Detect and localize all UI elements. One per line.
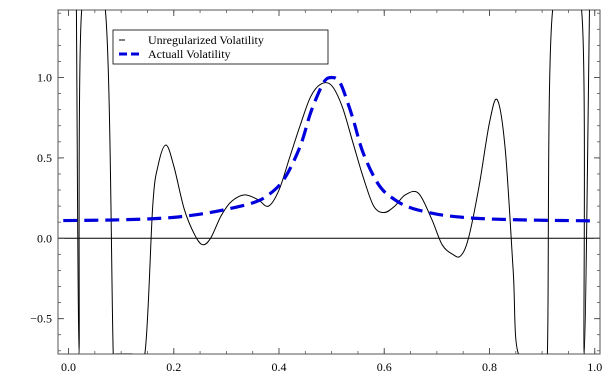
x-tick-label: 0.0: [61, 360, 76, 374]
y-tick-label: 0.5: [37, 151, 52, 165]
y-tick-label: 1.0: [37, 71, 52, 85]
legend-label: Actuall Volatility: [148, 47, 231, 61]
plot-border: [57, 9, 601, 355]
x-tick-label: 0.4: [272, 360, 287, 374]
x-tick-label: 0.2: [166, 360, 181, 374]
legend-box: [112, 29, 329, 65]
legend-label: Unregularized Volatility: [148, 33, 264, 47]
plot-frame: [57, 9, 601, 355]
y-tick-label: 0.0: [37, 231, 52, 245]
unregularized-volatility-line: [75, 10, 590, 354]
x-tick-label: 0.8: [482, 360, 497, 374]
actual-volatility-line: [63, 75, 595, 223]
x-axis: 0.0 0.2 0.4 0.6 0.8 1.0: [61, 10, 602, 374]
x-tick-label: 1.0: [587, 360, 602, 374]
series-layer: [63, 10, 595, 354]
y-axis: −0.5 0.0 0.5 1.0: [30, 12, 600, 352]
x-tick-label: 0.6: [377, 360, 392, 374]
y-tick-label: −0.5: [30, 312, 52, 326]
